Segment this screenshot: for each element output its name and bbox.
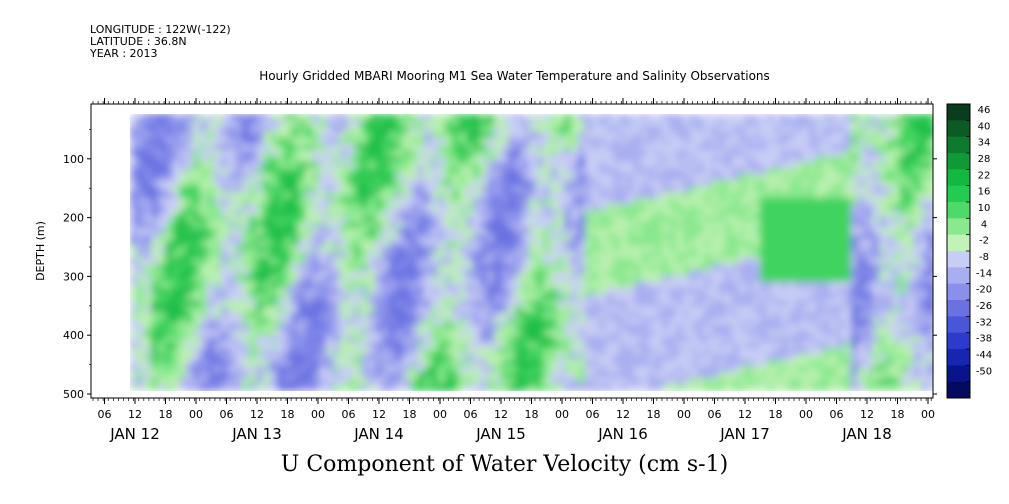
- x-hour-tick-label: 18: [159, 408, 173, 421]
- colorbar-label: -20: [976, 285, 992, 296]
- x-hour-tick-label: 12: [616, 408, 630, 421]
- chart-title: Hourly Gridded MBARI Mooring M1 Sea Wate…: [259, 69, 770, 83]
- x-hour-tick-label: 12: [738, 408, 752, 421]
- colorbar-swatch: [947, 169, 970, 187]
- x-day-label: JAN 17: [719, 425, 770, 443]
- x-hour-tick-label: 00: [799, 408, 813, 421]
- colorbar-label: -50: [976, 366, 992, 377]
- x-hour-tick-label: 00: [311, 408, 325, 421]
- x-hour-tick-label: 18: [403, 408, 417, 421]
- chart-title-wrap: Hourly Gridded MBARI Mooring M1 Sea Wate…: [0, 69, 1009, 83]
- x-hour-tick-label: 18: [891, 408, 905, 421]
- x-hour-tick-label: 06: [586, 408, 600, 421]
- x-day-label: JAN 13: [231, 425, 282, 443]
- x-day-label: JAN 18: [841, 425, 892, 443]
- x-hour-tick-label: 18: [647, 408, 661, 421]
- colorbar-label: 40: [978, 121, 991, 132]
- x-day-label: JAN 15: [475, 425, 526, 443]
- colorbar-label: -2: [979, 236, 989, 247]
- x-hour-tick-label: 00: [433, 408, 447, 421]
- y-axis-label: DEPTH (m): [34, 221, 47, 281]
- colorbar-swatch: [947, 332, 970, 350]
- colorbar-label: -8: [979, 252, 989, 263]
- colorbar-label: 10: [978, 203, 991, 214]
- colorbar-label: 46: [978, 105, 991, 116]
- axes: 100 200 300 400 500 06 12 18 00 06 12 18 00 06 12 18 00 0…: [63, 98, 937, 443]
- x-hour-tick-label: 06: [220, 408, 234, 421]
- y-tick-label: 200: [63, 212, 84, 225]
- colorbar-swatch: [947, 300, 970, 317]
- colorbar-swatch: [947, 153, 970, 170]
- colorbar-swatch: [947, 120, 970, 138]
- colorbar-label: 28: [978, 154, 991, 165]
- colorbar-swatch: [947, 283, 970, 301]
- colorbar: 46 40 34 28 22 16 10 4 -2 -8 -14 -20 -26 -32 -38 -44 -50: [946, 103, 992, 399]
- colorbar-swatch: [947, 349, 970, 366]
- longitude-label: LONGITUDE : 122W(-122): [90, 23, 231, 36]
- x-hour-tick-label: 12: [128, 408, 142, 421]
- plot-frame: [90, 103, 934, 399]
- x-hour-tick-label: 12: [372, 408, 386, 421]
- y-tick-label: 400: [63, 329, 84, 342]
- colorbar-swatch: [947, 316, 970, 334]
- x-hour-tick-label: 12: [250, 408, 264, 421]
- colorbar-label: 16: [978, 187, 991, 198]
- x-hour-tick-label: 12: [860, 408, 874, 421]
- x-day-label: JAN 16: [597, 425, 648, 443]
- x-hour-tick-label: 00: [189, 408, 203, 421]
- y-tick-label: 100: [63, 153, 84, 166]
- colorbar-label: -32: [976, 317, 992, 328]
- y-tick-label: 500: [63, 388, 84, 401]
- x-hour-tick-label: 00: [677, 408, 691, 421]
- heatmap-field: [91, 104, 933, 398]
- x-day-label: JAN 14: [353, 425, 404, 443]
- colorbar-swatch: [947, 251, 970, 268]
- x-hour-tick-label: 12: [494, 408, 508, 421]
- x-hour-tick-label: 18: [769, 408, 783, 421]
- colorbar-swatch: [947, 185, 970, 203]
- year-label: YEAR : 2013: [90, 47, 158, 60]
- colorbar-label: 4: [981, 219, 987, 230]
- x-day-label: JAN 12: [109, 425, 160, 443]
- colorbar-label: -26: [976, 301, 992, 312]
- x-hour-tick-label: 18: [281, 408, 295, 421]
- x-hour-tick-label: 06: [708, 408, 722, 421]
- y-tick-label: 300: [63, 270, 84, 283]
- colorbar-swatch: [947, 365, 970, 383]
- colorbar-label: -38: [976, 334, 992, 345]
- colorbar-label: -44: [976, 350, 992, 361]
- colorbar-swatch: [947, 104, 970, 121]
- colorbar-swatch: [947, 202, 970, 219]
- x-axis-label: U Component of Water Velocity (cm s-1): [280, 452, 729, 477]
- x-hour-tick-label: 18: [525, 408, 539, 421]
- colorbar-swatch: [947, 218, 970, 236]
- colorbar-swatch: [947, 136, 970, 154]
- x-hour-tick-label: 06: [830, 408, 844, 421]
- colorbar-label: 34: [978, 138, 991, 149]
- x-hour-tick-label: 00: [555, 408, 569, 421]
- x-hour-tick-label: 06: [98, 408, 112, 421]
- x-hour-tick-label: 06: [342, 408, 356, 421]
- colorbar-swatch: [947, 381, 970, 399]
- colorbar-label: 22: [978, 170, 991, 181]
- metadata-block: LONGITUDE : 122W(-122) LATITUDE : 36.8N …: [90, 24, 231, 60]
- colorbar-swatch: [947, 267, 970, 285]
- colorbar-swatch: [947, 234, 970, 252]
- x-hour-tick-label: 06: [464, 408, 478, 421]
- latitude-label: LATITUDE : 36.8N: [90, 35, 187, 48]
- x-hour-tick-label: 00: [921, 408, 935, 421]
- colorbar-label: -14: [976, 268, 992, 279]
